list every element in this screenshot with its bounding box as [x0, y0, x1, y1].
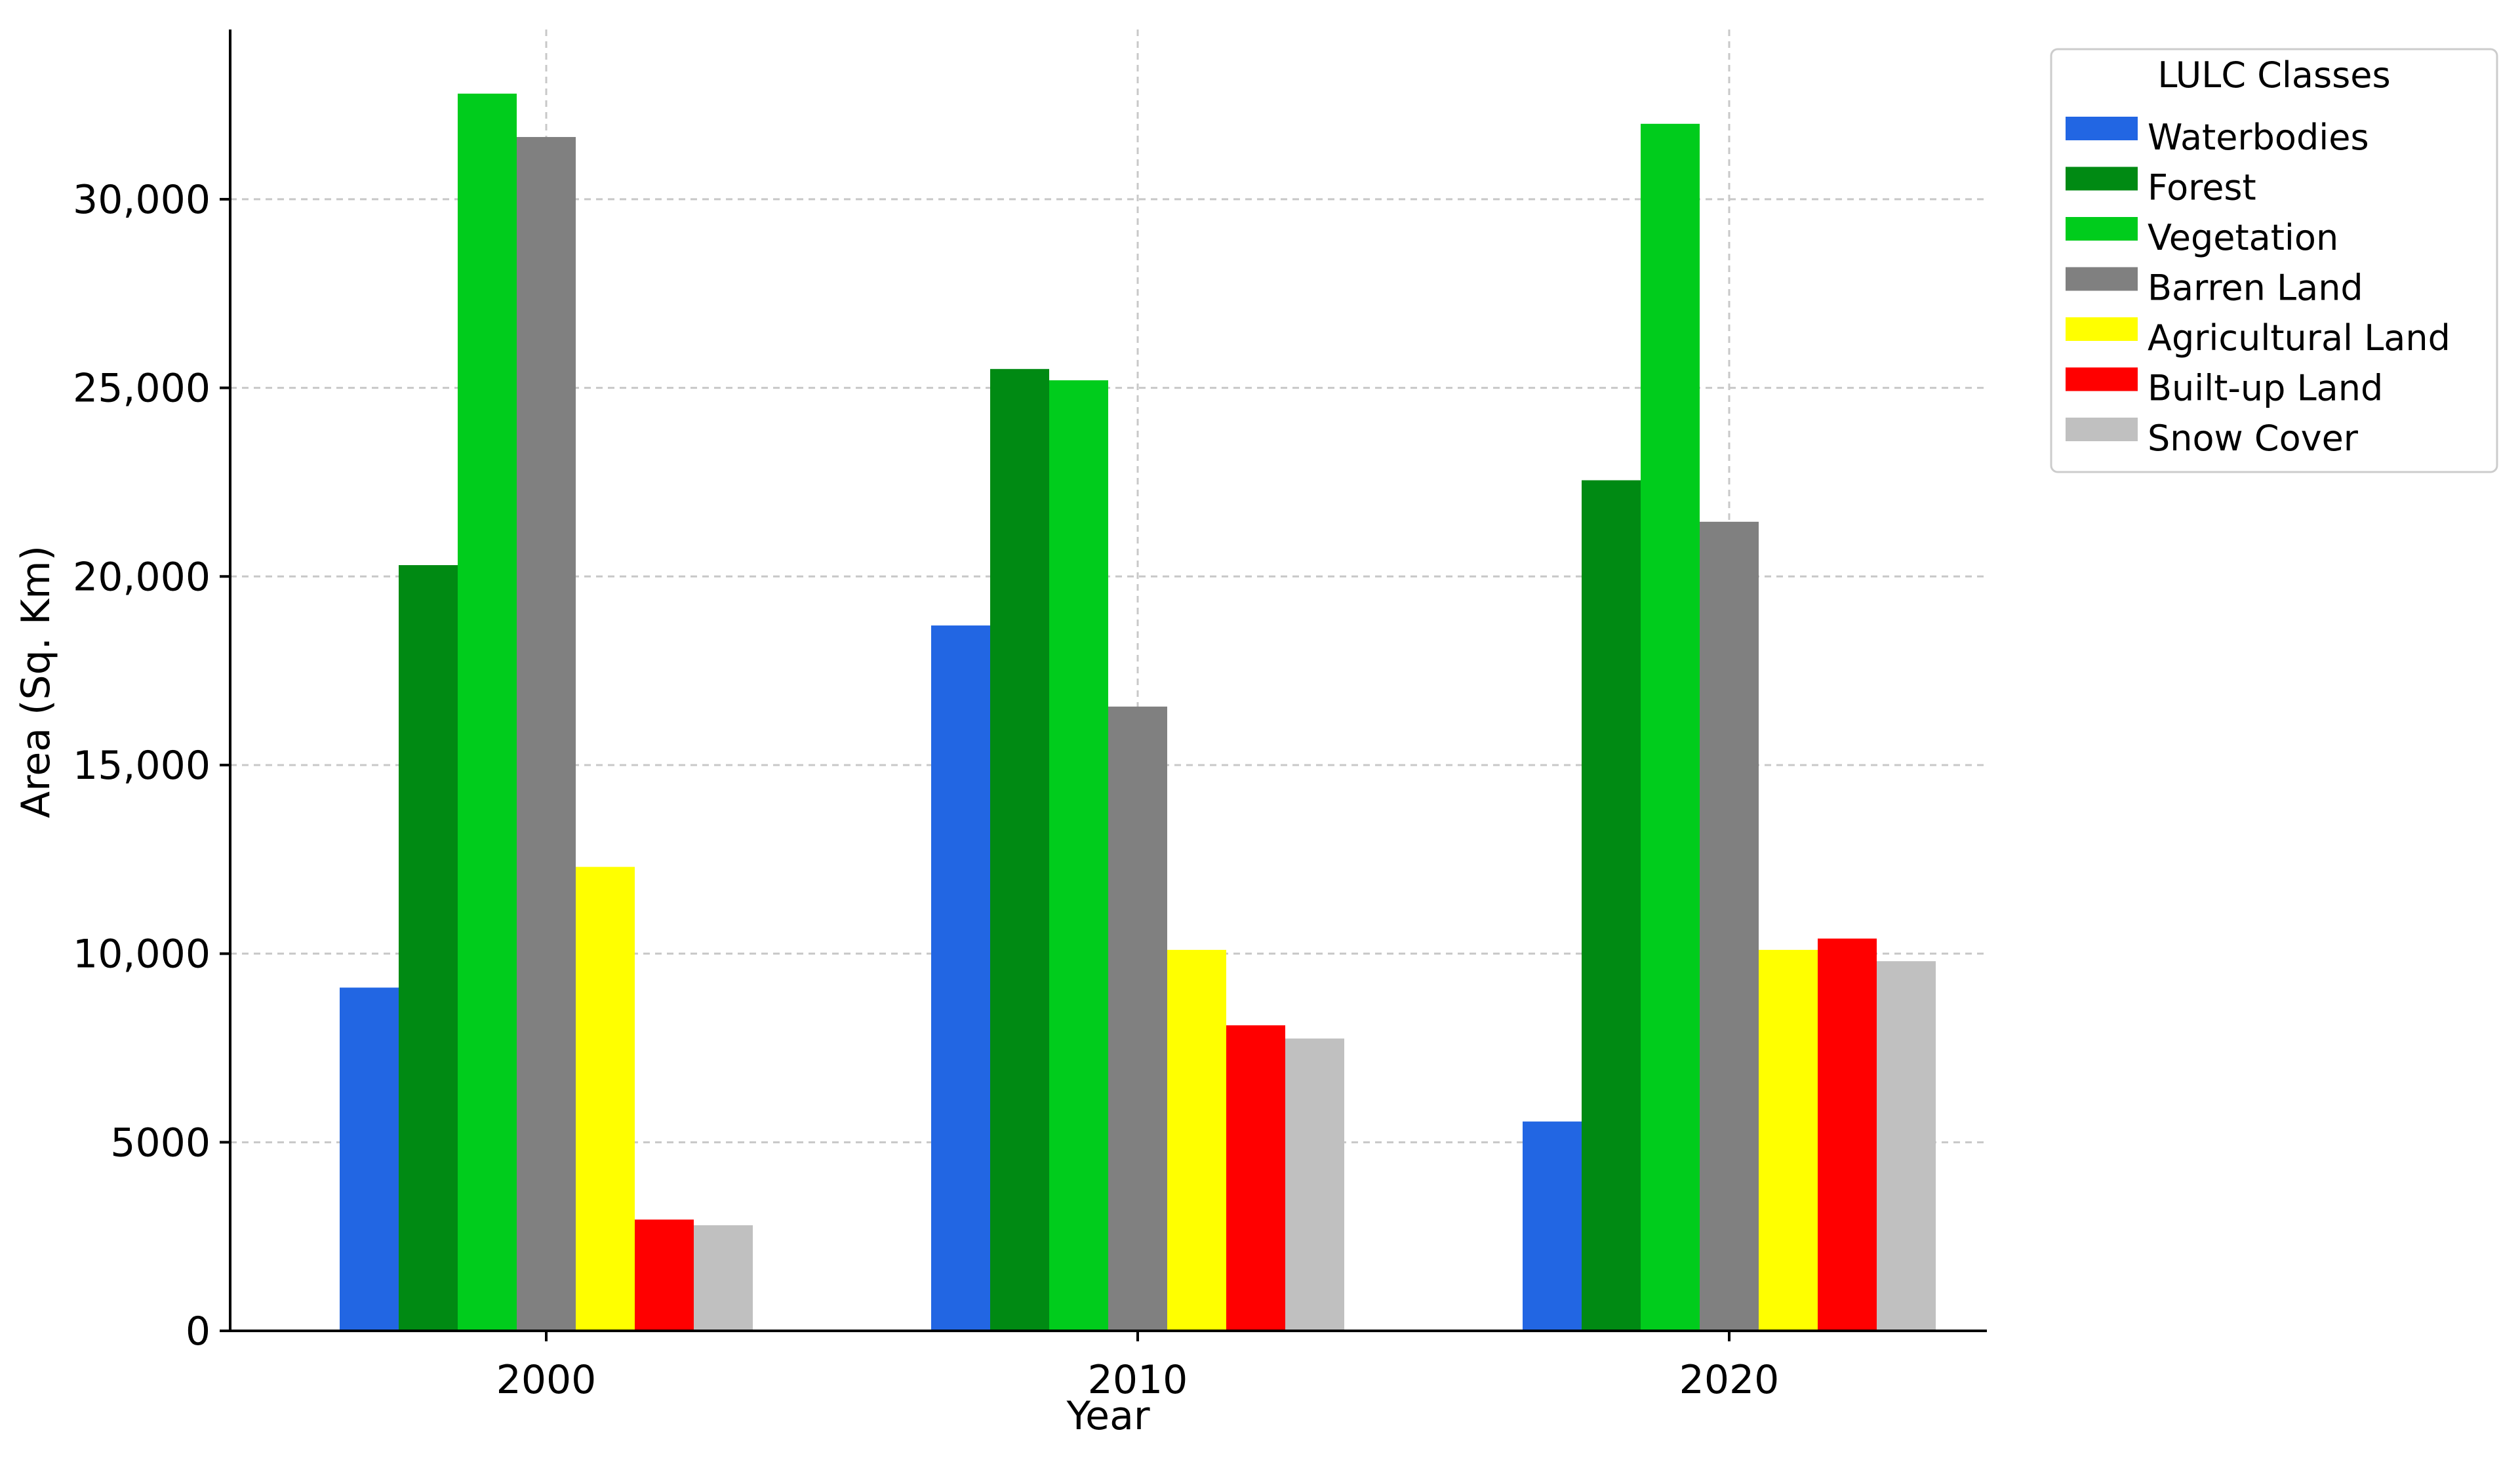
x-tick-labels: 2000 2010 2020: [496, 1331, 1780, 1403]
legend-title: LULC Classes: [2157, 54, 2390, 96]
y-tick-label: 20,000: [73, 554, 210, 600]
bar-2000-forest: [399, 565, 458, 1332]
x-axis-title: Year: [1066, 1393, 1150, 1439]
bar-2010-agricultural-land: [1167, 949, 1226, 1331]
bar-2000-vegetation: [458, 93, 517, 1331]
bar-2020-agricultural-land: [1759, 949, 1818, 1331]
bar-2020-vegetation: [1641, 123, 1700, 1331]
x-tick-label: 2000: [496, 1357, 597, 1403]
bar-2020-forest: [1582, 480, 1641, 1331]
bar-2010-barren-land: [1108, 706, 1167, 1331]
y-tick-label: 0: [186, 1309, 210, 1354]
legend-label: Snow Cover: [2148, 418, 2359, 459]
bar-2000-snow-cover: [694, 1225, 753, 1331]
y-tick-label: 15,000: [73, 743, 210, 789]
bar-2010-waterbodies: [931, 625, 990, 1331]
bar-2010-forest: [990, 368, 1049, 1331]
legend-swatch: [2066, 367, 2138, 391]
legend-label: Waterbodies: [2148, 117, 2369, 158]
bar-2000-built-up-land: [635, 1219, 694, 1331]
legend-swatch: [2066, 418, 2138, 441]
legend-swatch: [2066, 117, 2138, 140]
y-tick-label: 10,000: [73, 932, 210, 977]
legend: LULC Classes Waterbodies Forest Vegetation…: [2050, 48, 2498, 473]
y-tick-label: 5000: [110, 1120, 210, 1166]
x-tick-label: 2010: [1088, 1357, 1188, 1403]
y-tick-label: 30,000: [73, 177, 210, 223]
bar-2020-snow-cover: [1877, 961, 1936, 1331]
axes: [229, 30, 1987, 1332]
legend-items: Waterbodies Forest Vegetation Barren Land Ag…: [2066, 117, 2450, 459]
legend-label: Forest: [2148, 167, 2256, 208]
bar-2000-agricultural-land: [576, 867, 635, 1331]
y-tick-label: 25,000: [73, 366, 210, 412]
bar-2010-snow-cover: [1285, 1038, 1344, 1331]
x-tick-label: 2020: [1679, 1357, 1780, 1403]
legend-label: Agricultural Land: [2148, 317, 2450, 359]
bar-2020-waterbodies: [1523, 1121, 1582, 1331]
y-tick-labels: 0 5000 10,000 15,000 20,000 25,000 30,000: [73, 177, 230, 1354]
bar-2010-built-up-land: [1226, 1025, 1285, 1331]
bar-2020-barren-land: [1700, 521, 1759, 1331]
legend-label: Built-up Land: [2148, 368, 2383, 409]
bar-2020-built-up-land: [1818, 938, 1877, 1331]
legend-frame: [2050, 48, 2498, 473]
bars: [340, 93, 1936, 1332]
legend-swatch: [2066, 167, 2138, 191]
bar-2000-waterbodies: [340, 987, 399, 1331]
bar-2010-vegetation: [1049, 380, 1108, 1332]
legend-label: Barren Land: [2148, 267, 2363, 309]
bar-2000-barren-land: [517, 136, 576, 1331]
legend-swatch: [2066, 267, 2138, 291]
legend-label: Vegetation: [2148, 217, 2338, 258]
legend-swatch: [2066, 217, 2138, 241]
y-axis-title: Area (Sq. Km): [13, 545, 59, 818]
legend-swatch: [2066, 317, 2138, 341]
